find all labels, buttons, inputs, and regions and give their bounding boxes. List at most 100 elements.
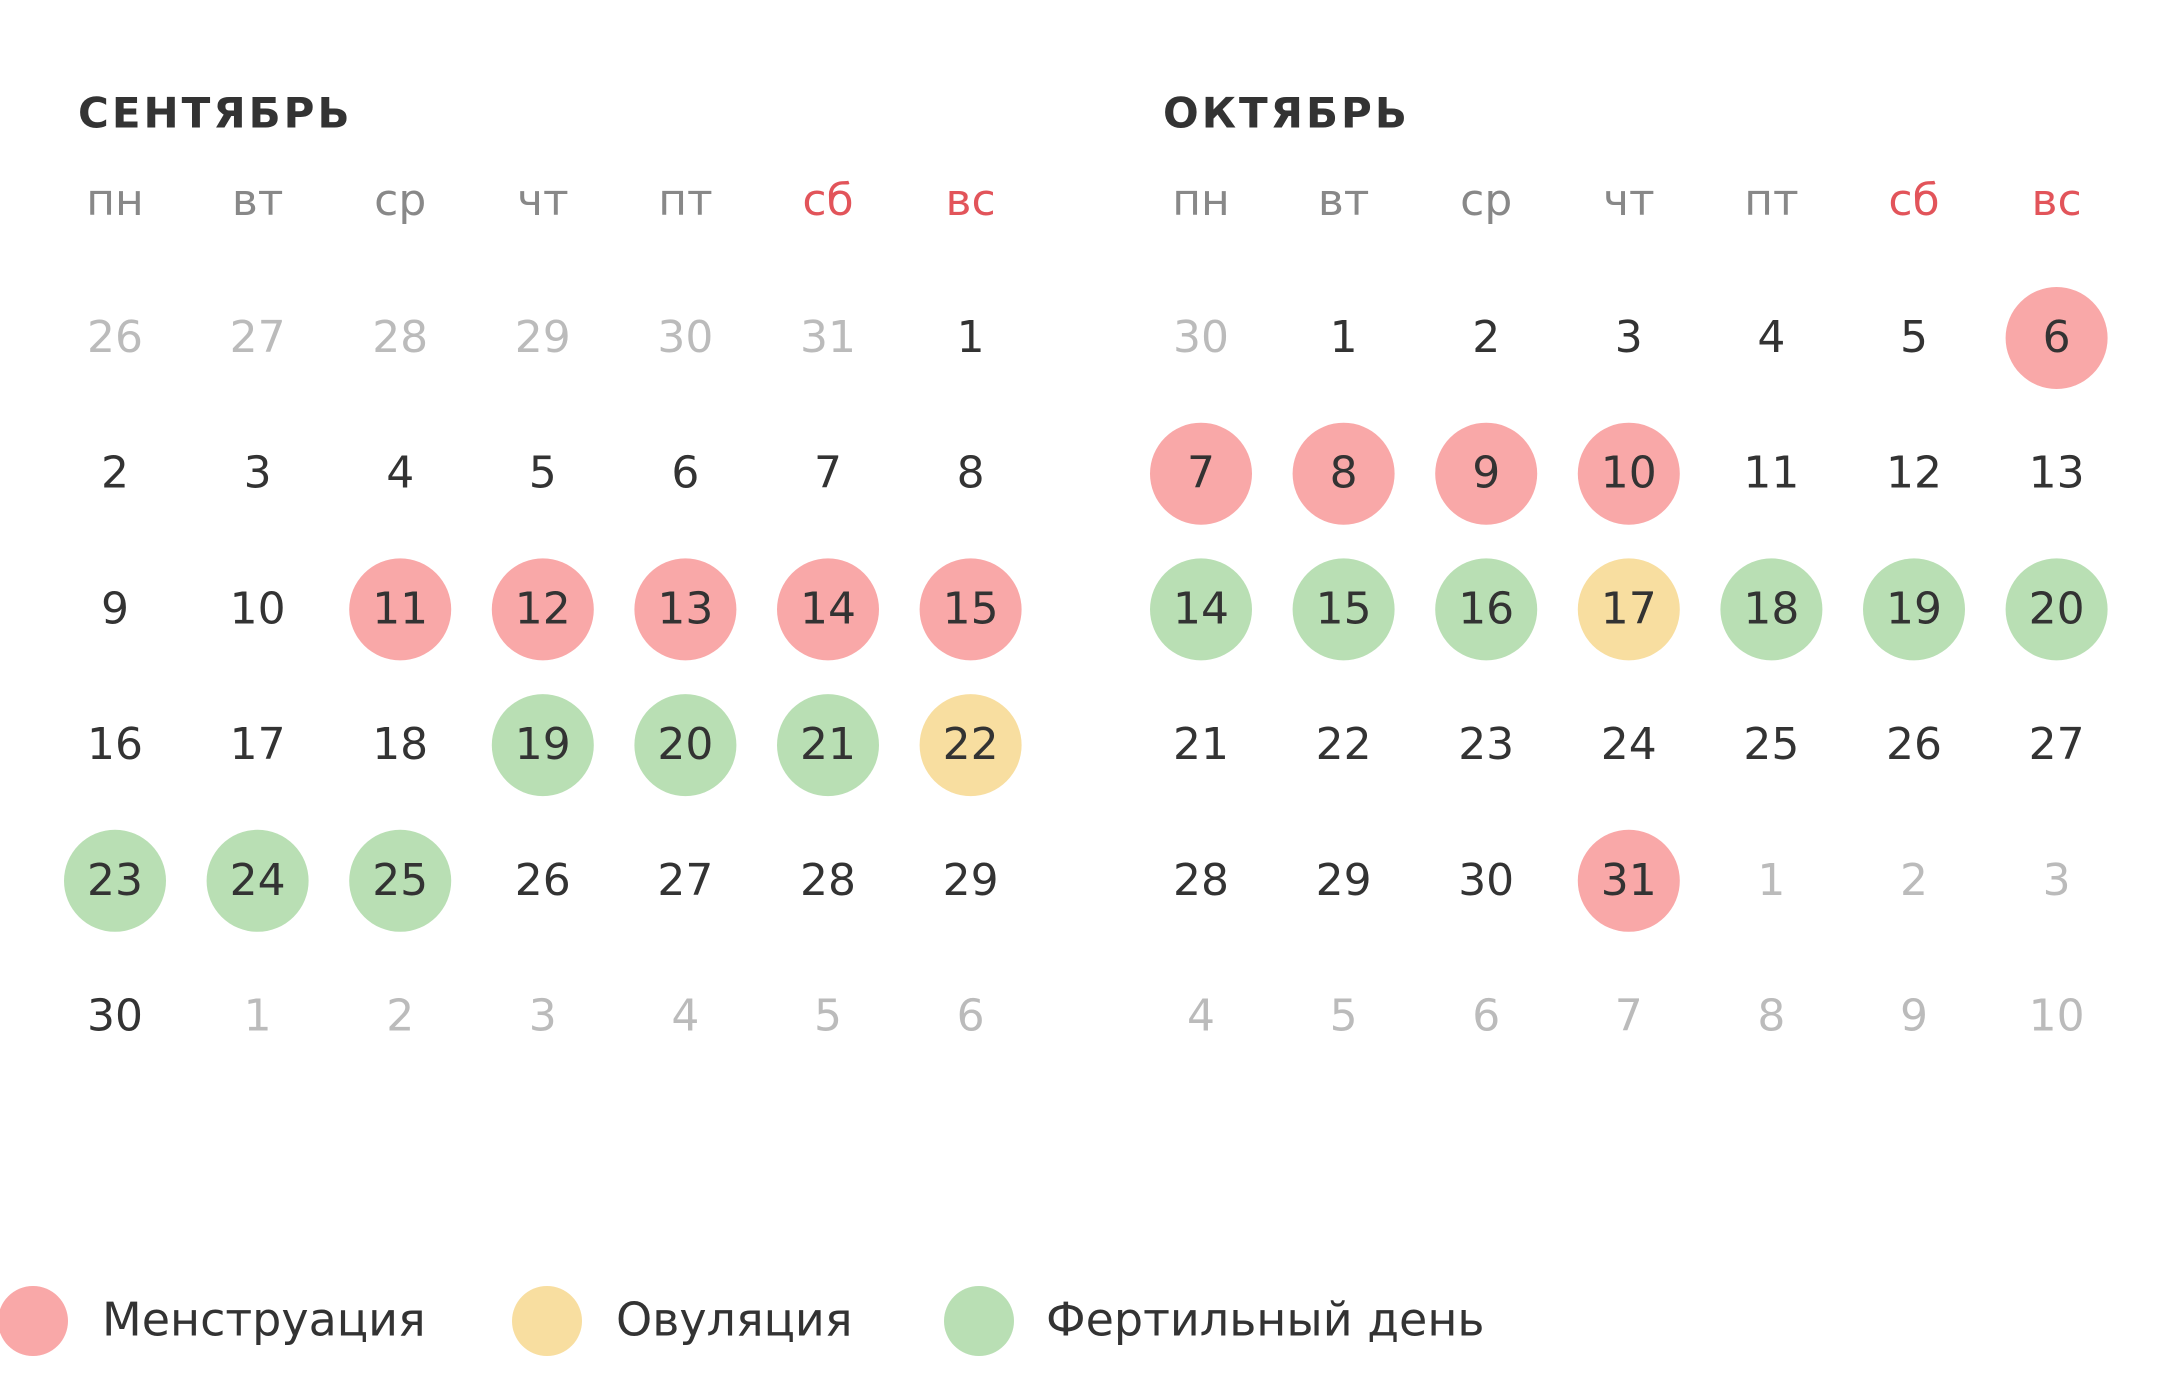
- day: 30: [87, 991, 143, 1042]
- day-highlight: [634, 694, 737, 797]
- weekday: вс: [946, 175, 996, 226]
- day: 18: [372, 719, 428, 770]
- day-highlight: [1577, 422, 1680, 525]
- day: 4: [1187, 991, 1215, 1042]
- day: 20: [2029, 583, 2085, 634]
- day: 27: [657, 855, 713, 906]
- day: 24: [230, 855, 286, 906]
- day: 8: [1330, 448, 1358, 499]
- day: 11: [1743, 448, 1799, 499]
- day: 12: [515, 583, 571, 634]
- day-highlight: [1435, 558, 1538, 661]
- legend-label: Фертильный день: [1046, 1293, 1485, 1347]
- day: 2: [1900, 855, 1928, 906]
- day: 1: [1330, 312, 1358, 363]
- day: 5: [1900, 312, 1928, 363]
- day: 6: [957, 991, 985, 1042]
- day-highlight: [1150, 422, 1252, 525]
- day: 21: [800, 719, 856, 770]
- day: 25: [1743, 719, 1799, 770]
- day: 30: [1173, 312, 1229, 363]
- day: 31: [1601, 855, 1657, 906]
- day: 3: [1615, 312, 1643, 363]
- day: 9: [101, 583, 129, 634]
- day: 3: [244, 448, 272, 499]
- day-highlight: [1150, 558, 1252, 661]
- day: 22: [943, 719, 999, 770]
- day: 7: [814, 448, 842, 499]
- weekday: вс: [2032, 175, 2082, 226]
- day-highlight: [349, 558, 452, 661]
- day: 6: [1472, 991, 1500, 1042]
- day: 31: [800, 312, 856, 363]
- day-highlight: [1292, 558, 1395, 661]
- day: 27: [230, 312, 286, 363]
- weekday: пн: [86, 175, 144, 226]
- day: 23: [1458, 719, 1514, 770]
- day: 28: [372, 312, 428, 363]
- day: 17: [1601, 583, 1657, 634]
- weekday: пн: [1172, 175, 1230, 226]
- day: 8: [957, 448, 985, 499]
- day: 3: [2043, 855, 2071, 906]
- day: 10: [2029, 991, 2085, 1042]
- day: 28: [800, 855, 856, 906]
- weekday: чт: [1603, 175, 1655, 226]
- day-highlight: [919, 694, 1022, 797]
- day: 10: [230, 583, 286, 634]
- day: 13: [657, 583, 713, 634]
- weekday: сб: [1888, 175, 1939, 226]
- day: 1: [1757, 855, 1785, 906]
- day: 4: [1757, 312, 1785, 363]
- weekday: пт: [658, 175, 712, 226]
- weekday: вт: [1318, 175, 1370, 226]
- day-highlight: [777, 558, 879, 661]
- day: 15: [943, 583, 999, 634]
- day: 8: [1757, 991, 1785, 1042]
- day: 3: [529, 991, 557, 1042]
- day: 16: [87, 719, 143, 770]
- day: 7: [1615, 991, 1643, 1042]
- day-highlight: [64, 829, 166, 932]
- weekday: ср: [374, 175, 426, 226]
- day-highlight: [919, 558, 1022, 661]
- day-highlight: [1292, 422, 1395, 525]
- day: 1: [957, 312, 985, 363]
- legend-swatch: [944, 1286, 1014, 1356]
- day: 4: [386, 448, 414, 499]
- day-highlight: [1435, 422, 1538, 525]
- day: 30: [1458, 855, 1514, 906]
- day: 19: [1886, 583, 1942, 634]
- day: 4: [671, 991, 699, 1042]
- day: 28: [1173, 855, 1229, 906]
- day: 2: [1472, 312, 1500, 363]
- day: 9: [1472, 448, 1500, 499]
- day: 27: [2029, 719, 2085, 770]
- month-title: СЕНТЯБРЬ: [78, 89, 352, 138]
- day: 7: [1187, 448, 1215, 499]
- legend-swatch: [512, 1286, 582, 1356]
- day-highlight: [1863, 558, 1965, 661]
- day: 6: [2043, 312, 2071, 363]
- day: 16: [1458, 583, 1514, 634]
- day: 5: [1330, 991, 1358, 1042]
- day: 12: [1886, 448, 1942, 499]
- weekday: чт: [517, 175, 569, 226]
- legend-label: Менструация: [102, 1293, 426, 1347]
- day: 29: [943, 855, 999, 906]
- day: 11: [372, 583, 428, 634]
- day: 22: [1316, 719, 1372, 770]
- day: 29: [1316, 855, 1372, 906]
- day-highlight: [1720, 558, 1823, 661]
- day: 30: [657, 312, 713, 363]
- weekday: пт: [1744, 175, 1798, 226]
- day: 1: [244, 991, 272, 1042]
- day: 5: [529, 448, 557, 499]
- day: 24: [1601, 719, 1657, 770]
- day: 29: [515, 312, 571, 363]
- day-highlight: [1577, 558, 1680, 661]
- day: 2: [386, 991, 414, 1042]
- day: 19: [515, 719, 571, 770]
